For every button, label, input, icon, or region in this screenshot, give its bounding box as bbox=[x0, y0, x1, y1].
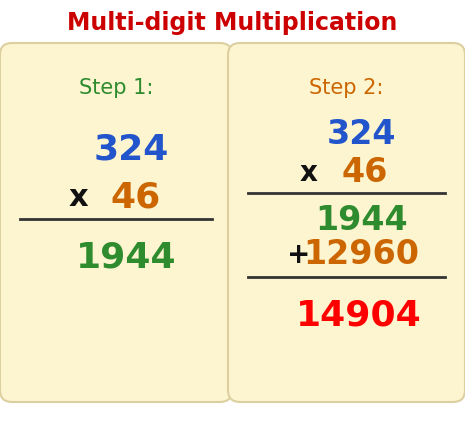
Text: 46: 46 bbox=[111, 180, 161, 214]
FancyBboxPatch shape bbox=[0, 43, 232, 402]
Text: 324: 324 bbox=[93, 133, 169, 167]
Text: Step 1:: Step 1: bbox=[79, 78, 153, 98]
Text: 1944: 1944 bbox=[315, 203, 408, 236]
FancyBboxPatch shape bbox=[228, 43, 465, 402]
Text: Multi-digit Multiplication: Multi-digit Multiplication bbox=[67, 11, 397, 35]
Text: Step 2:: Step 2: bbox=[309, 78, 384, 98]
Text: x: x bbox=[68, 182, 88, 211]
Text: 14904: 14904 bbox=[296, 298, 421, 332]
Text: 324: 324 bbox=[327, 118, 396, 151]
Text: +: + bbox=[287, 241, 310, 269]
Text: x: x bbox=[299, 159, 318, 187]
Text: 12960: 12960 bbox=[304, 239, 419, 271]
Text: 46: 46 bbox=[341, 157, 388, 190]
Text: 1944: 1944 bbox=[76, 240, 176, 274]
